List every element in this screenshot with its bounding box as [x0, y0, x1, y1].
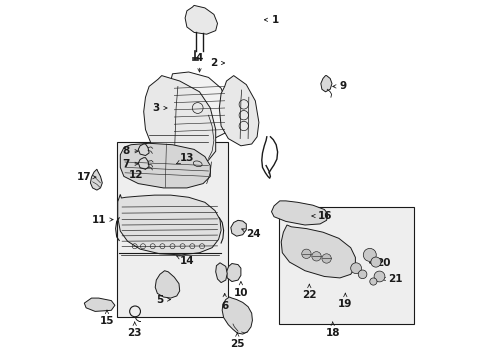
Circle shape: [301, 249, 310, 258]
Text: 14: 14: [176, 256, 194, 266]
Polygon shape: [155, 271, 179, 298]
Polygon shape: [143, 76, 215, 164]
Text: 8: 8: [122, 146, 138, 156]
Text: 10: 10: [233, 282, 247, 298]
Circle shape: [363, 248, 375, 261]
Circle shape: [370, 257, 380, 267]
Text: 3: 3: [152, 103, 167, 113]
Circle shape: [358, 270, 366, 279]
Text: 7: 7: [122, 159, 138, 169]
Text: 23: 23: [127, 322, 142, 338]
Bar: [117, 142, 228, 317]
Polygon shape: [120, 143, 210, 188]
Polygon shape: [185, 5, 217, 34]
Polygon shape: [138, 144, 149, 156]
Circle shape: [373, 271, 384, 282]
Text: 6: 6: [221, 293, 228, 311]
Polygon shape: [118, 194, 221, 255]
Text: 11: 11: [91, 215, 113, 225]
Text: 2: 2: [210, 58, 224, 68]
Text: 5: 5: [156, 294, 170, 305]
Text: 17: 17: [77, 172, 96, 182]
Text: 19: 19: [337, 293, 352, 309]
Polygon shape: [320, 76, 331, 92]
Text: 22: 22: [302, 284, 316, 300]
Circle shape: [369, 278, 376, 285]
Polygon shape: [281, 225, 355, 278]
Text: 1: 1: [264, 15, 278, 25]
Text: 18: 18: [325, 322, 339, 338]
Circle shape: [311, 252, 321, 261]
Polygon shape: [90, 169, 102, 190]
Text: 24: 24: [241, 229, 260, 239]
Text: 15: 15: [100, 310, 114, 326]
Text: 16: 16: [311, 211, 332, 221]
Circle shape: [321, 254, 330, 263]
Text: 21: 21: [381, 274, 402, 284]
Polygon shape: [226, 264, 241, 282]
Text: 25: 25: [229, 333, 244, 349]
Polygon shape: [84, 298, 115, 311]
Circle shape: [350, 263, 361, 274]
Text: 4: 4: [195, 53, 203, 72]
Text: 9: 9: [332, 81, 346, 91]
Bar: [278, 207, 413, 324]
Polygon shape: [230, 220, 246, 236]
Text: 12: 12: [129, 166, 146, 180]
Polygon shape: [271, 201, 327, 225]
Polygon shape: [219, 76, 258, 146]
Polygon shape: [138, 158, 149, 169]
Polygon shape: [215, 263, 227, 283]
Polygon shape: [167, 72, 228, 139]
Text: 20: 20: [369, 258, 389, 268]
Polygon shape: [222, 297, 252, 334]
Text: 13: 13: [176, 153, 194, 163]
